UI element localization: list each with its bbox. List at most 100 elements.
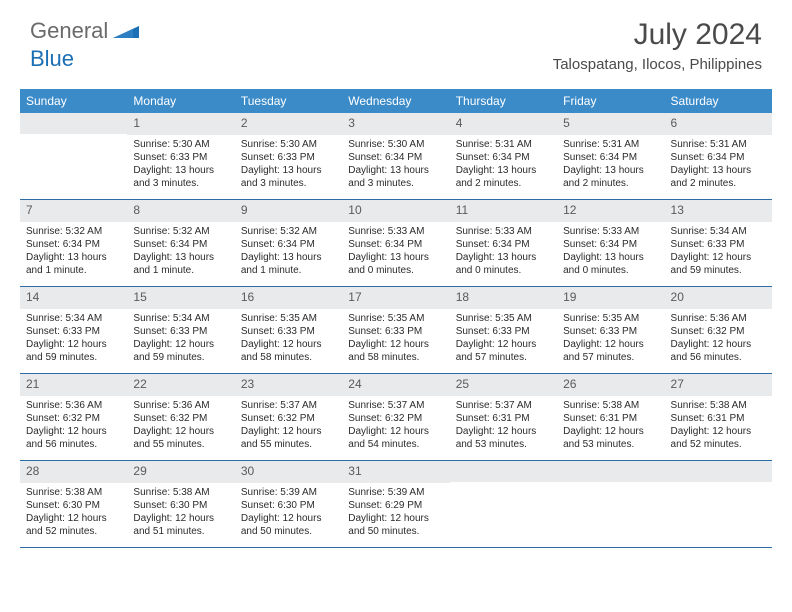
day-line: Sunset: 6:30 PM xyxy=(26,499,121,512)
title-block: July 2024 Talospatang, Ilocos, Philippin… xyxy=(553,18,762,73)
day-number: 31 xyxy=(342,461,449,483)
day-line: Sunrise: 5:37 AM xyxy=(456,399,551,412)
weekday-header: Tuesday xyxy=(235,89,342,113)
day-line: Sunrise: 5:36 AM xyxy=(26,399,121,412)
day-line: Sunrise: 5:31 AM xyxy=(456,138,551,151)
day-body: Sunrise: 5:32 AMSunset: 6:34 PMDaylight:… xyxy=(235,222,342,283)
day-cell: 18Sunrise: 5:35 AMSunset: 6:33 PMDayligh… xyxy=(450,287,557,373)
day-line: Sunset: 6:33 PM xyxy=(241,325,336,338)
day-number: 7 xyxy=(20,200,127,222)
day-cell: 25Sunrise: 5:37 AMSunset: 6:31 PMDayligh… xyxy=(450,374,557,460)
day-line: and 3 minutes. xyxy=(241,177,336,190)
day-line: Daylight: 12 hours xyxy=(348,425,443,438)
day-line: and 55 minutes. xyxy=(241,438,336,451)
day-line: and 56 minutes. xyxy=(26,438,121,451)
day-line: Daylight: 12 hours xyxy=(26,338,121,351)
day-line: and 53 minutes. xyxy=(563,438,658,451)
day-cell: 21Sunrise: 5:36 AMSunset: 6:32 PMDayligh… xyxy=(20,374,127,460)
day-line: and 0 minutes. xyxy=(348,264,443,277)
day-cell: 19Sunrise: 5:35 AMSunset: 6:33 PMDayligh… xyxy=(557,287,664,373)
day-line: Sunset: 6:33 PM xyxy=(671,238,766,251)
day-number: 28 xyxy=(20,461,127,483)
day-body: Sunrise: 5:39 AMSunset: 6:30 PMDaylight:… xyxy=(235,483,342,544)
day-line: and 53 minutes. xyxy=(456,438,551,451)
day-cell: 10Sunrise: 5:33 AMSunset: 6:34 PMDayligh… xyxy=(342,200,449,286)
day-line: Sunrise: 5:31 AM xyxy=(671,138,766,151)
day-line: Sunset: 6:30 PM xyxy=(241,499,336,512)
day-line: Sunset: 6:34 PM xyxy=(563,151,658,164)
day-line: Daylight: 12 hours xyxy=(26,512,121,525)
day-cell xyxy=(665,461,772,547)
day-line: Daylight: 12 hours xyxy=(563,425,658,438)
day-cell xyxy=(557,461,664,547)
day-body: Sunrise: 5:38 AMSunset: 6:31 PMDaylight:… xyxy=(665,396,772,457)
day-number: 22 xyxy=(127,374,234,396)
day-line: and 1 minute. xyxy=(133,264,228,277)
day-line: Sunset: 6:34 PM xyxy=(26,238,121,251)
day-line: and 52 minutes. xyxy=(26,525,121,538)
day-number: 25 xyxy=(450,374,557,396)
day-line: Sunrise: 5:35 AM xyxy=(563,312,658,325)
day-body: Sunrise: 5:38 AMSunset: 6:30 PMDaylight:… xyxy=(127,483,234,544)
day-line: Sunset: 6:31 PM xyxy=(563,412,658,425)
day-line: Sunset: 6:33 PM xyxy=(456,325,551,338)
day-number: 23 xyxy=(235,374,342,396)
day-body: Sunrise: 5:38 AMSunset: 6:31 PMDaylight:… xyxy=(557,396,664,457)
day-line: Sunset: 6:34 PM xyxy=(133,238,228,251)
day-cell: 30Sunrise: 5:39 AMSunset: 6:30 PMDayligh… xyxy=(235,461,342,547)
day-line: Sunrise: 5:30 AM xyxy=(241,138,336,151)
day-cell: 9Sunrise: 5:32 AMSunset: 6:34 PMDaylight… xyxy=(235,200,342,286)
day-line: and 57 minutes. xyxy=(563,351,658,364)
day-number: 27 xyxy=(665,374,772,396)
day-line: Sunset: 6:34 PM xyxy=(563,238,658,251)
day-line: Sunset: 6:32 PM xyxy=(133,412,228,425)
day-line: and 52 minutes. xyxy=(671,438,766,451)
day-body: Sunrise: 5:32 AMSunset: 6:34 PMDaylight:… xyxy=(127,222,234,283)
day-line: and 3 minutes. xyxy=(133,177,228,190)
day-line: Daylight: 12 hours xyxy=(671,338,766,351)
day-line: Daylight: 12 hours xyxy=(563,338,658,351)
calendar-weeks: 1Sunrise: 5:30 AMSunset: 6:33 PMDaylight… xyxy=(20,113,772,548)
day-body: Sunrise: 5:36 AMSunset: 6:32 PMDaylight:… xyxy=(665,309,772,370)
week-row: 1Sunrise: 5:30 AMSunset: 6:33 PMDaylight… xyxy=(20,113,772,200)
day-line: Daylight: 13 hours xyxy=(456,164,551,177)
day-line: Sunset: 6:29 PM xyxy=(348,499,443,512)
day-number: 6 xyxy=(665,113,772,135)
day-cell: 2Sunrise: 5:30 AMSunset: 6:33 PMDaylight… xyxy=(235,113,342,199)
day-line: Sunset: 6:33 PM xyxy=(26,325,121,338)
day-line: and 57 minutes. xyxy=(456,351,551,364)
day-number: 2 xyxy=(235,113,342,135)
day-line: Daylight: 13 hours xyxy=(456,251,551,264)
day-body: Sunrise: 5:34 AMSunset: 6:33 PMDaylight:… xyxy=(127,309,234,370)
page-title: July 2024 xyxy=(553,18,762,52)
day-line: Sunrise: 5:38 AM xyxy=(133,486,228,499)
day-number: 21 xyxy=(20,374,127,396)
day-number-empty xyxy=(557,461,664,482)
day-number: 12 xyxy=(557,200,664,222)
weekday-header-row: SundayMondayTuesdayWednesdayThursdayFrid… xyxy=(20,89,772,113)
week-row: 21Sunrise: 5:36 AMSunset: 6:32 PMDayligh… xyxy=(20,374,772,461)
day-line: and 2 minutes. xyxy=(563,177,658,190)
day-line: Sunrise: 5:38 AM xyxy=(563,399,658,412)
day-line: Sunrise: 5:37 AM xyxy=(241,399,336,412)
day-line: Sunrise: 5:36 AM xyxy=(133,399,228,412)
logo-text-general: General xyxy=(30,18,108,44)
day-line: Sunrise: 5:30 AM xyxy=(133,138,228,151)
day-cell: 23Sunrise: 5:37 AMSunset: 6:32 PMDayligh… xyxy=(235,374,342,460)
day-cell: 22Sunrise: 5:36 AMSunset: 6:32 PMDayligh… xyxy=(127,374,234,460)
day-line: and 1 minute. xyxy=(26,264,121,277)
day-line: Sunrise: 5:30 AM xyxy=(348,138,443,151)
week-row: 28Sunrise: 5:38 AMSunset: 6:30 PMDayligh… xyxy=(20,461,772,548)
day-number: 1 xyxy=(127,113,234,135)
day-line: Sunset: 6:33 PM xyxy=(133,325,228,338)
day-line: Daylight: 12 hours xyxy=(671,251,766,264)
day-number: 14 xyxy=(20,287,127,309)
day-cell: 20Sunrise: 5:36 AMSunset: 6:32 PMDayligh… xyxy=(665,287,772,373)
day-body: Sunrise: 5:39 AMSunset: 6:29 PMDaylight:… xyxy=(342,483,449,544)
logo: General xyxy=(30,18,140,44)
day-line: and 50 minutes. xyxy=(241,525,336,538)
day-cell: 17Sunrise: 5:35 AMSunset: 6:33 PMDayligh… xyxy=(342,287,449,373)
day-cell: 6Sunrise: 5:31 AMSunset: 6:34 PMDaylight… xyxy=(665,113,772,199)
day-line: Sunrise: 5:34 AM xyxy=(671,225,766,238)
day-body: Sunrise: 5:34 AMSunset: 6:33 PMDaylight:… xyxy=(665,222,772,283)
